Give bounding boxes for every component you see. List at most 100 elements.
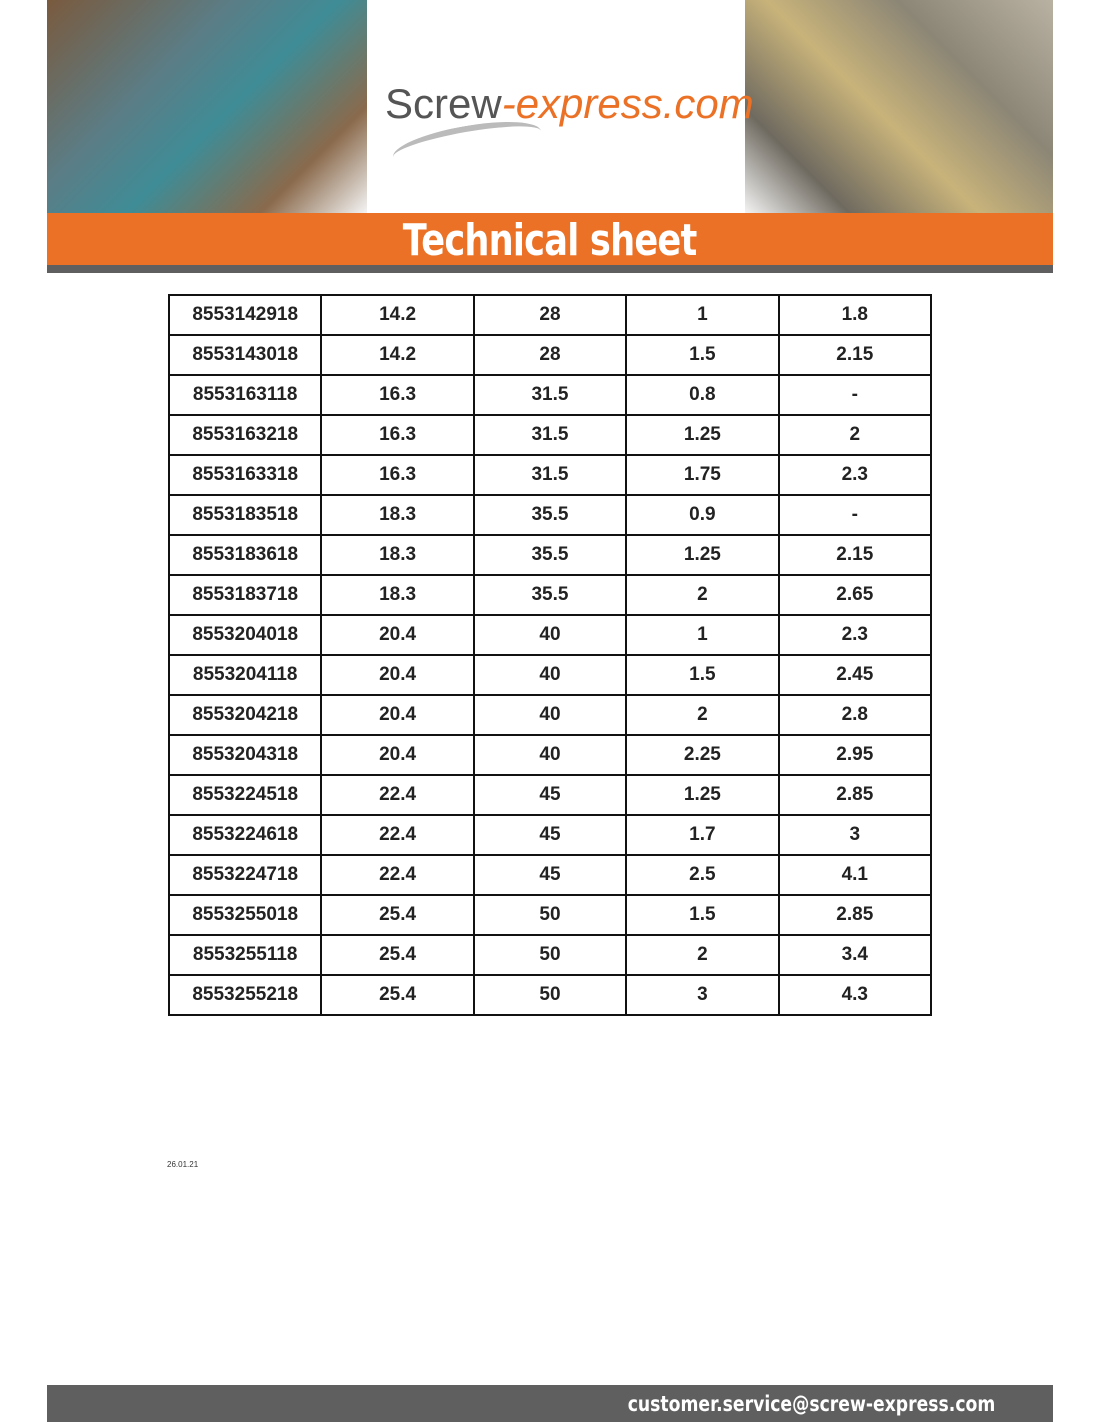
table-row: 8553224718 22.4 45 2.5 4.1	[167, 854, 933, 896]
table-cell: 28	[472, 334, 628, 376]
table-cell: 2	[625, 574, 780, 616]
table-row: 8553142918 14.2 28 1 1.8	[167, 294, 933, 336]
table-cell: 50	[472, 894, 628, 936]
logo: Screw-express.com	[385, 80, 754, 128]
table-cell: 8553204118	[167, 654, 323, 696]
table-cell: 8553255018	[167, 894, 323, 936]
table-row: 8553255218 25.4 50 3 4.3	[167, 974, 933, 1016]
table-cell: 35.5	[472, 534, 628, 576]
table-cell: 8553163318	[167, 454, 323, 496]
spec-table: 8553142918 14.2 28 1 1.8 8553143018 14.2 28 1.5 2…	[167, 294, 933, 1016]
table-cell: 25.4	[320, 934, 475, 976]
table-cell: 40	[472, 734, 628, 776]
table-cell: 8553183518	[167, 494, 323, 536]
table-cell: 8553163218	[167, 414, 323, 456]
table-cell: 8553204318	[167, 734, 323, 776]
table-cell: 1.5	[625, 334, 780, 376]
table-cell: 3	[777, 814, 933, 856]
table-cell: 25.4	[320, 894, 475, 936]
table-cell: 2.85	[777, 774, 933, 816]
table-cell: 0.8	[625, 374, 780, 416]
table-cell: 8553255118	[167, 934, 323, 976]
table-cell: 2.15	[777, 334, 933, 376]
table-cell: 31.5	[472, 454, 628, 496]
table-cell: 2.45	[777, 654, 933, 696]
table-row: 8553255018 25.4 50 1.5 2.85	[167, 894, 933, 936]
table-cell: 2.3	[777, 454, 933, 496]
table-row: 8553143018 14.2 28 1.5 2.15	[167, 334, 933, 376]
table-row: 8553204218 20.4 40 2 2.8	[167, 694, 933, 736]
table-cell: 8553224618	[167, 814, 323, 856]
table-cell: 3.4	[777, 934, 933, 976]
table-cell: 8553255218	[167, 974, 323, 1016]
table-cell: 8553224518	[167, 774, 323, 816]
table-cell: 8553143018	[167, 334, 323, 376]
table-cell: 8553142918	[167, 294, 323, 336]
table-cell: 45	[472, 854, 628, 896]
table-cell: 14.2	[320, 294, 475, 336]
table-cell: 2.5	[625, 854, 780, 896]
table-cell: 3	[625, 974, 780, 1016]
table-cell: 1.5	[625, 894, 780, 936]
table-cell: 20.4	[320, 654, 475, 696]
table-cell: 4.1	[777, 854, 933, 896]
table-cell: 8553204218	[167, 694, 323, 736]
header-photo-tools	[47, 0, 367, 213]
table-cell: 1.25	[625, 414, 780, 456]
table-cell: 25.4	[320, 974, 475, 1016]
date: 26.01.21	[167, 1160, 199, 1169]
table-row: 8553224618 22.4 45 1.7 3	[167, 814, 933, 856]
table-row: 8553163118 16.3 31.5 0.8-	[167, 374, 933, 416]
table-cell: 20.4	[320, 734, 475, 776]
table-cell: 45	[472, 814, 628, 856]
table-row: 8553255118 25.4 50 2 3.4	[167, 934, 933, 976]
table-cell: 1	[625, 614, 780, 656]
table-cell: 35.5	[472, 494, 628, 536]
footer-email: customer.service@screw-express.com	[627, 1392, 995, 1416]
table-cell: 31.5	[472, 374, 628, 416]
title-underline	[47, 265, 1053, 273]
table-cell: 1.25	[625, 534, 780, 576]
title-band: Technical sheet	[47, 213, 1053, 266]
table-row: 8553183518 18.3 35.5 0.9-	[167, 494, 933, 536]
table-row: 8553224518 22.4 45 1.25 2.85	[167, 774, 933, 816]
table-cell: 22.4	[320, 814, 475, 856]
logo-suffix: -express.com	[501, 80, 754, 127]
table-cell: 8553163118	[167, 374, 323, 416]
table-cell: 31.5	[472, 414, 628, 456]
table-cell: 2.8	[777, 694, 933, 736]
table-cell: 8553224718	[167, 854, 323, 896]
table-row: 8553163218 16.3 31.5 1.25 2	[167, 414, 933, 456]
table-cell: 1.25	[625, 774, 780, 816]
footer-bar: customer.service@screw-express.com	[47, 1385, 1053, 1422]
table-cell: 2	[777, 414, 933, 456]
header-photo-screws	[745, 0, 1053, 213]
table-cell: 8553183718	[167, 574, 323, 616]
table-cell: 2.15	[777, 534, 933, 576]
table-row: 8553204018 20.4 40 1 2.3	[167, 614, 933, 656]
table-cell: 0.9	[625, 494, 780, 536]
table-cell: 22.4	[320, 774, 475, 816]
table-cell: 16.3	[320, 374, 475, 416]
table-cell: 20.4	[320, 614, 475, 656]
table-cell: 18.3	[320, 494, 475, 536]
table-cell: 8553183618	[167, 534, 323, 576]
table-cell: 2.85	[777, 894, 933, 936]
table-cell: 2	[625, 934, 780, 976]
table-cell: 1.8	[777, 294, 933, 336]
table-cell: 40	[472, 654, 628, 696]
table-cell: 2	[625, 694, 780, 736]
table-cell: 40	[472, 694, 628, 736]
table-cell: 2.95	[777, 734, 933, 776]
title: Technical sheet	[403, 215, 698, 266]
table-cell: -	[777, 374, 933, 416]
table-cell: 8553204018	[167, 614, 323, 656]
table-cell: 2.3	[777, 614, 933, 656]
table-cell: 1.75	[625, 454, 780, 496]
table-cell: 14.2	[320, 334, 475, 376]
table-cell: 18.3	[320, 534, 475, 576]
table-cell: -	[777, 494, 933, 536]
table-cell: 4.3	[777, 974, 933, 1016]
table-cell: 28	[472, 294, 628, 336]
table-cell: 1.7	[625, 814, 780, 856]
